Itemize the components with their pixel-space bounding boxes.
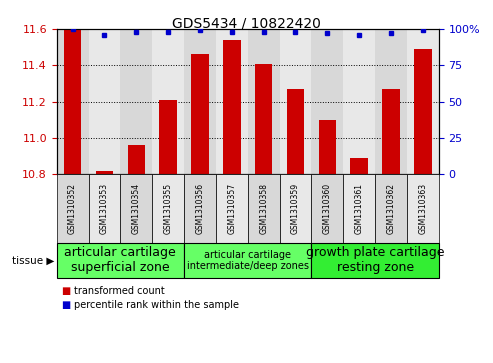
Text: GSM1310353: GSM1310353	[100, 183, 109, 234]
Bar	[287, 89, 304, 174]
Text: articular cartilage
intermediate/deep zones: articular cartilage intermediate/deep zo…	[187, 250, 309, 271]
Text: GSM1310361: GSM1310361	[354, 183, 364, 234]
Bar	[216, 29, 247, 174]
Text: GSM1310363: GSM1310363	[419, 183, 427, 234]
Bar	[255, 64, 273, 174]
Bar	[343, 29, 375, 174]
Text: articular cartilage
superficial zone: articular cartilage superficial zone	[65, 246, 176, 274]
Bar	[375, 29, 407, 174]
Text: GSM1310355: GSM1310355	[164, 183, 173, 234]
Text: GSM1310352: GSM1310352	[68, 183, 77, 234]
Bar	[382, 89, 400, 174]
Bar	[57, 29, 89, 174]
Bar	[351, 158, 368, 174]
Bar	[312, 29, 343, 174]
Text: GSM1310357: GSM1310357	[227, 183, 236, 234]
Text: tissue ▶: tissue ▶	[12, 256, 54, 265]
Bar	[280, 29, 312, 174]
Text: percentile rank within the sample: percentile rank within the sample	[74, 300, 239, 310]
Bar	[128, 145, 145, 174]
Text: growth plate cartilage
resting zone: growth plate cartilage resting zone	[306, 246, 444, 274]
Bar	[152, 29, 184, 174]
Text: GSM1310354: GSM1310354	[132, 183, 141, 234]
Text: GSM1310356: GSM1310356	[195, 183, 205, 234]
Text: ■: ■	[62, 300, 71, 310]
Bar	[184, 29, 216, 174]
Bar	[318, 120, 336, 174]
Bar	[96, 171, 113, 174]
Text: GSM1310362: GSM1310362	[387, 183, 395, 234]
Bar	[191, 54, 209, 174]
Bar	[159, 100, 177, 174]
Bar	[89, 29, 120, 174]
Text: GDS5434 / 10822420: GDS5434 / 10822420	[172, 16, 321, 30]
Text: ■: ■	[62, 286, 71, 297]
Bar	[247, 29, 280, 174]
Bar	[414, 49, 431, 174]
Bar	[64, 29, 81, 174]
Bar	[223, 40, 241, 174]
Text: GSM1310360: GSM1310360	[323, 183, 332, 234]
Text: GSM1310358: GSM1310358	[259, 183, 268, 234]
Bar	[120, 29, 152, 174]
Bar	[407, 29, 439, 174]
Text: transformed count: transformed count	[74, 286, 165, 297]
Text: GSM1310359: GSM1310359	[291, 183, 300, 234]
